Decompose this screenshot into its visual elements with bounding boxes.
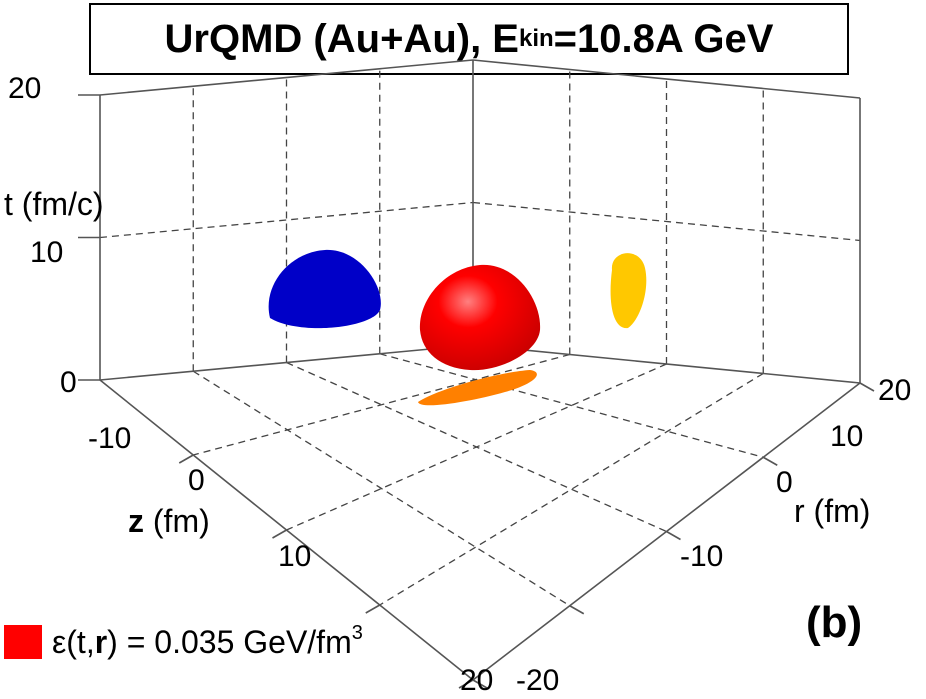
legend-mid: ) = 0.035 GeV/fm bbox=[107, 624, 352, 660]
legend-label: ε(t,r) = 0.035 GeV/fm3 bbox=[52, 622, 363, 661]
z-axis-label-bold: z bbox=[128, 503, 144, 539]
projection-tz-blue bbox=[268, 249, 381, 329]
grid-line-floor-z-2 bbox=[379, 353, 764, 458]
r-tick-10: 10 bbox=[830, 420, 863, 453]
t-tick-0: 0 bbox=[60, 366, 77, 399]
r-tick-mark-4 bbox=[472, 679, 488, 689]
grid-line-floor-z-0 bbox=[192, 370, 571, 607]
z-tick-mark-3 bbox=[458, 679, 474, 689]
r-axis-label: r (fm) bbox=[794, 493, 870, 529]
r-tick-0: 0 bbox=[776, 466, 793, 499]
z-tick-10: 10 bbox=[278, 540, 311, 573]
axis-edge-back-left bbox=[99, 344, 474, 381]
legend-swatch bbox=[4, 624, 42, 659]
grid-line-floor-r-1 bbox=[286, 363, 667, 531]
title-subscript: kin bbox=[518, 25, 554, 52]
legend: ε(t,r) = 0.035 GeV/fm3 bbox=[4, 622, 363, 661]
z-tick-mark-1 bbox=[272, 529, 287, 539]
r-tick-mark-2 bbox=[666, 530, 681, 541]
r-tick-m10: -10 bbox=[680, 540, 723, 573]
grid-lines bbox=[99, 68, 861, 607]
r-tick-mark-1 bbox=[762, 456, 778, 466]
legend-sup: 3 bbox=[351, 622, 363, 644]
isosurface-red bbox=[419, 264, 541, 371]
panel-label: (b) bbox=[806, 598, 863, 647]
r-tick-m20: -20 bbox=[516, 664, 559, 697]
grid-line-tr-horizontal-0 bbox=[472, 201, 861, 242]
legend-bold: r bbox=[94, 624, 108, 660]
axis-edge-top-right bbox=[472, 59, 861, 99]
r-tick-20: 20 bbox=[878, 374, 911, 407]
grid-line-floor-r-0 bbox=[193, 353, 570, 456]
t-axis-label: t (fm/c) bbox=[4, 186, 104, 222]
z-axis-label-rest: (fm) bbox=[144, 503, 210, 539]
projection-tr-yellow bbox=[610, 253, 647, 329]
projection-zr-orange bbox=[418, 370, 537, 406]
axis-edge-back-right bbox=[472, 344, 861, 384]
grid-line-tz-horizontal-0 bbox=[99, 201, 474, 239]
z-tick-mark-2 bbox=[365, 604, 381, 614]
r-tick-mark-3 bbox=[569, 605, 585, 615]
z-tick-20: 20 bbox=[460, 664, 493, 697]
legend-prefix: ε(t, bbox=[52, 624, 95, 660]
z-tick-m10: -10 bbox=[88, 422, 131, 455]
z-tick-mark-0 bbox=[178, 454, 194, 464]
grid-line-floor-r-2 bbox=[379, 372, 764, 606]
title-suffix: =10.8A GeV bbox=[553, 16, 774, 61]
t-tick-20: 20 bbox=[8, 72, 41, 105]
z-axis-label: z (fm) bbox=[128, 503, 210, 539]
z-tick-0: 0 bbox=[188, 464, 205, 497]
t-tick-10: 10 bbox=[30, 236, 63, 269]
r-tick-mark-0 bbox=[859, 382, 875, 392]
surface-group bbox=[268, 249, 647, 406]
title-prefix: UrQMD (Au+Au), E bbox=[164, 16, 519, 61]
axis-edge-top-left bbox=[99, 59, 474, 96]
